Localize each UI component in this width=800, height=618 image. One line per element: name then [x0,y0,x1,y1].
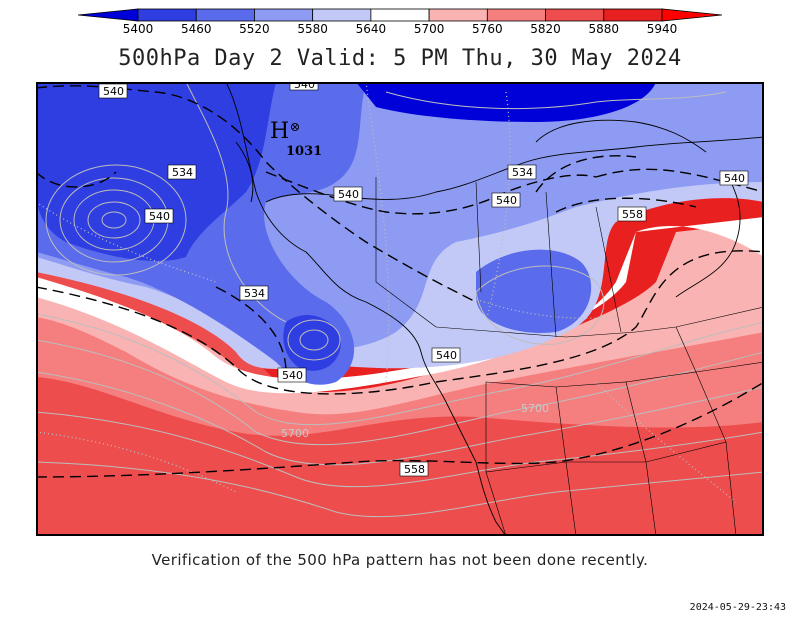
color-scale-right-arrow [661,8,722,22]
svg-text:5700: 5700 [281,427,309,440]
contour-label: 540 [719,170,749,186]
field-5760 [36,292,764,436]
contour-label: 540 [333,186,363,202]
dashed-contours [36,85,764,478]
field-5400-north [356,82,656,122]
svg-text:5700: 5700 [521,402,549,415]
thickness-lines [36,82,737,503]
verification-note: Verification of the 500 hPa pattern has … [151,551,649,569]
color-scale-cells [78,8,722,22]
color-scale-tick-label: 5460 [181,22,212,34]
contour-label: 558 [617,206,647,222]
contour-label: 540 [144,208,174,224]
color-scale-tick-label: 5520 [239,22,270,34]
color-scale-cell [486,8,546,22]
contour-label: 5700 [281,427,309,440]
field-5400-pocket [283,314,341,371]
color-scale-cell [370,8,430,22]
color-scale-tick-label: 5940 [647,22,678,34]
color-scale-tick-label: 5820 [530,22,561,34]
timestamp: 2024-05-29-23:43 [689,602,786,613]
svg-text:558: 558 [622,208,643,221]
svg-text:540: 540 [338,188,359,201]
color-scale-cell [428,8,488,22]
contour-label: 540 [98,83,128,99]
color-scale-bar: 5400 5460 5520 5580 5640 5700 5760 5820 5880 5940 [78,8,722,34]
contour-label: 5700 [521,402,549,415]
high-pressure-center-icon [290,122,300,132]
svg-text:540: 540 [724,172,745,185]
svg-text:540: 540 [282,369,303,382]
svg-text:540: 540 [436,349,457,362]
color-scale-cell [195,8,255,22]
contour-label: 558 [399,461,429,477]
contour-label: 540 [491,192,521,208]
color-scale-ticks: 5400 5460 5520 5580 5640 5700 5760 5820 5880 5940 [123,22,678,34]
color-scale-cell [603,8,663,22]
svg-text:540: 540 [103,85,124,98]
color-scale-tick-label: 5640 [356,22,387,34]
color-scale-cell [254,8,314,22]
color-scale-tick-label: 5580 [297,22,328,34]
high-pressure-symbol: H [270,119,289,144]
color-scale-cell [545,8,605,22]
svg-text:558: 558 [404,463,425,476]
color-scale-cell [137,8,197,22]
color-scale-tick-label: 5760 [472,22,503,34]
svg-text:534: 534 [512,166,533,179]
color-scale-left-arrow [78,8,139,22]
high-pressure-marker: H 1031 [270,119,322,159]
weather-map: 540 540 534 540 534 540 540 534 540 558 … [36,82,764,536]
color-scale-cell [312,8,372,22]
contour-label: 534 [167,164,197,180]
high-pressure-value: 1031 [286,144,322,159]
field-5400 [36,82,276,262]
political-boundaries [375,177,764,536]
svg-text:534: 534 [244,287,265,300]
map-frame [36,82,764,536]
svg-text:534: 534 [172,166,193,179]
height-contours [36,82,764,518]
color-scale-tick-label: 5880 [589,22,620,34]
color-scale-tick-label: 5700 [414,22,445,34]
contour-label: 540 [277,367,307,383]
contour-labels: 540 540 534 540 534 540 540 534 540 558 … [98,82,749,477]
contour-label: 534 [239,285,269,301]
svg-text:540: 540 [149,210,170,223]
svg-text:540: 540 [294,82,315,91]
svg-text:540: 540 [496,194,517,207]
contour-label: 540 [431,347,461,363]
field-5460-east [476,249,592,333]
contour-label: 534 [507,164,537,180]
color-scale-tick-label: 5400 [123,22,154,34]
map-title: 500hPa Day 2 Valid: 5 PM Thu, 30 May 202… [118,46,682,71]
